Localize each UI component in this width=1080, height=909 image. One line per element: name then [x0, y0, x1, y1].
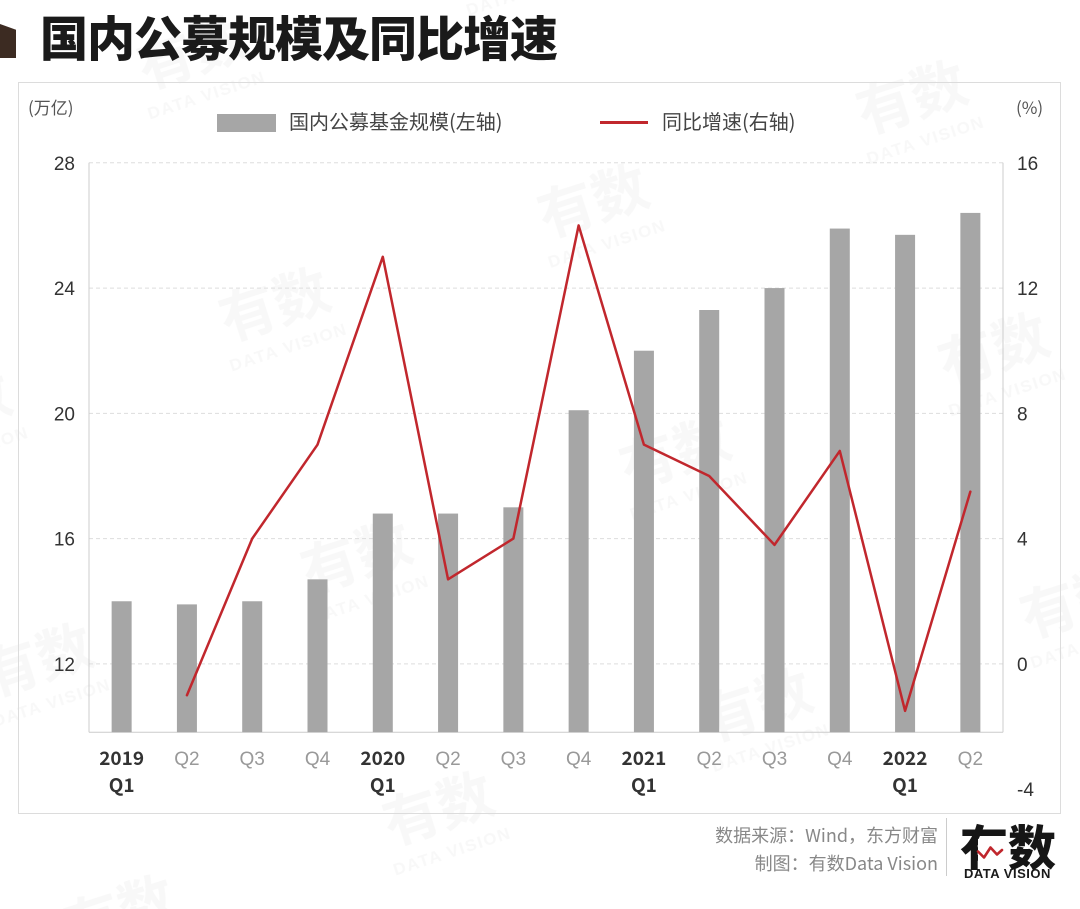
svg-text:0: 0 [1017, 655, 1028, 676]
svg-text:Q2: Q2 [697, 749, 722, 770]
svg-text:Q2: Q2 [958, 749, 983, 770]
svg-text:12: 12 [1017, 279, 1038, 300]
svg-text:Q4: Q4 [827, 749, 853, 770]
svg-text:16: 16 [54, 530, 75, 551]
svg-text:Q4: Q4 [305, 749, 331, 770]
svg-text:2019: 2019 [99, 744, 144, 771]
svg-text:Q3: Q3 [240, 749, 265, 770]
svg-text:2020: 2020 [360, 744, 405, 771]
svg-text:-4: -4 [1017, 780, 1034, 801]
svg-text:24: 24 [54, 279, 76, 300]
svg-text:16: 16 [1017, 154, 1038, 175]
svg-text:Q1: Q1 [631, 771, 657, 798]
svg-text:12: 12 [54, 655, 75, 676]
svg-text:2022: 2022 [883, 744, 928, 771]
svg-text:8: 8 [1017, 404, 1028, 425]
svg-text:28: 28 [54, 154, 75, 175]
svg-text:Q1: Q1 [109, 771, 135, 798]
svg-text:Q1: Q1 [892, 771, 918, 798]
svg-text:Q3: Q3 [501, 749, 526, 770]
svg-text:Q4: Q4 [566, 749, 592, 770]
svg-text:Q3: Q3 [762, 749, 787, 770]
svg-text:20: 20 [54, 404, 75, 425]
svg-text:4: 4 [1017, 530, 1028, 551]
svg-text:Q2: Q2 [435, 749, 460, 770]
svg-text:Q1: Q1 [370, 771, 396, 798]
svg-text:2021: 2021 [622, 744, 667, 771]
svg-text:Q2: Q2 [174, 749, 199, 770]
